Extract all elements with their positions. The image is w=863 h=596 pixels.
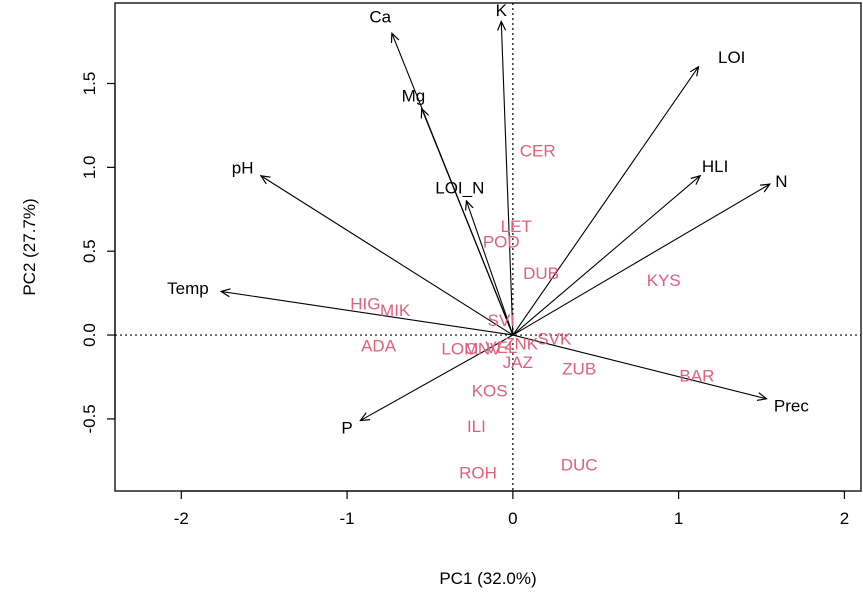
x-tick-label: 2 [840, 509, 849, 528]
site-label: MIK [380, 301, 411, 320]
site-label: POD [483, 232, 520, 251]
x-tick-label: -2 [174, 509, 189, 528]
y-tick-label: 1.5 [80, 72, 99, 96]
variable-label: P [341, 418, 352, 437]
variable-arrow [512, 334, 767, 399]
x-tick-label: 0 [508, 509, 517, 528]
site-label: JAZ [503, 353, 533, 372]
site-label: ROH [459, 464, 497, 483]
x-axis-title: PC1 (32.0%) [439, 569, 536, 588]
site-label: KYS [647, 271, 681, 290]
site-label: ADA [361, 336, 397, 355]
variable-label: Ca [369, 8, 391, 27]
variable-arrow [466, 201, 514, 336]
x-tick-label: 1 [674, 509, 683, 528]
variable-label: LOI_N [435, 179, 484, 198]
variable-label: N [775, 172, 787, 191]
y-tick-label: -0.5 [80, 404, 99, 433]
site-label: BAR [679, 366, 714, 385]
variable-arrow [512, 67, 699, 336]
x-axis: -2 -1 0 1 2 [174, 490, 849, 528]
site-label: ILI [467, 417, 486, 436]
variable-arrow [512, 184, 770, 336]
site-label: ONV [465, 340, 503, 359]
site-label: DUC [561, 455, 598, 474]
site-label: LOM [441, 340, 478, 359]
variable-label: Prec [774, 397, 809, 416]
variable-label: HLI [702, 157, 728, 176]
variable-label: Temp [167, 279, 209, 298]
variable-arrow [261, 176, 514, 336]
variable-label: K [496, 1, 508, 20]
site-label: ZNK [504, 335, 539, 354]
variable-arrows: Ca K LOI Mg pH LOI_N HLI N Temp Prec P [167, 1, 809, 438]
site-label: SVK [537, 330, 572, 349]
y-tick-label: 1.0 [80, 156, 99, 180]
x-tick-label: -1 [340, 509, 355, 528]
y-tick-label: 0.0 [80, 323, 99, 347]
variable-arrow [501, 21, 514, 336]
site-label: CER [520, 142, 556, 161]
y-tick-label: 0.5 [80, 239, 99, 263]
variable-label: LOI [718, 48, 745, 67]
variable-arrow [512, 176, 700, 336]
reference-lines [115, 3, 861, 491]
site-label: DUB [523, 264, 559, 283]
site-label: VEL [485, 338, 517, 357]
y-axis: -0.5 0.0 0.5 1.0 1.5 [80, 72, 116, 434]
site-label: HIG [350, 294, 380, 313]
variable-arrow [360, 334, 514, 421]
y-axis-title: PC2 (27.7%) [20, 198, 39, 295]
site-label: LET [501, 217, 532, 236]
variable-arrow [422, 109, 514, 336]
site-label: ZUB [562, 360, 596, 379]
variable-label: pH [232, 159, 254, 178]
variable-arrow [221, 291, 513, 336]
site-label: SVI [488, 311, 515, 330]
variable-label: Mg [402, 86, 426, 105]
site-label: KOS [472, 382, 508, 401]
